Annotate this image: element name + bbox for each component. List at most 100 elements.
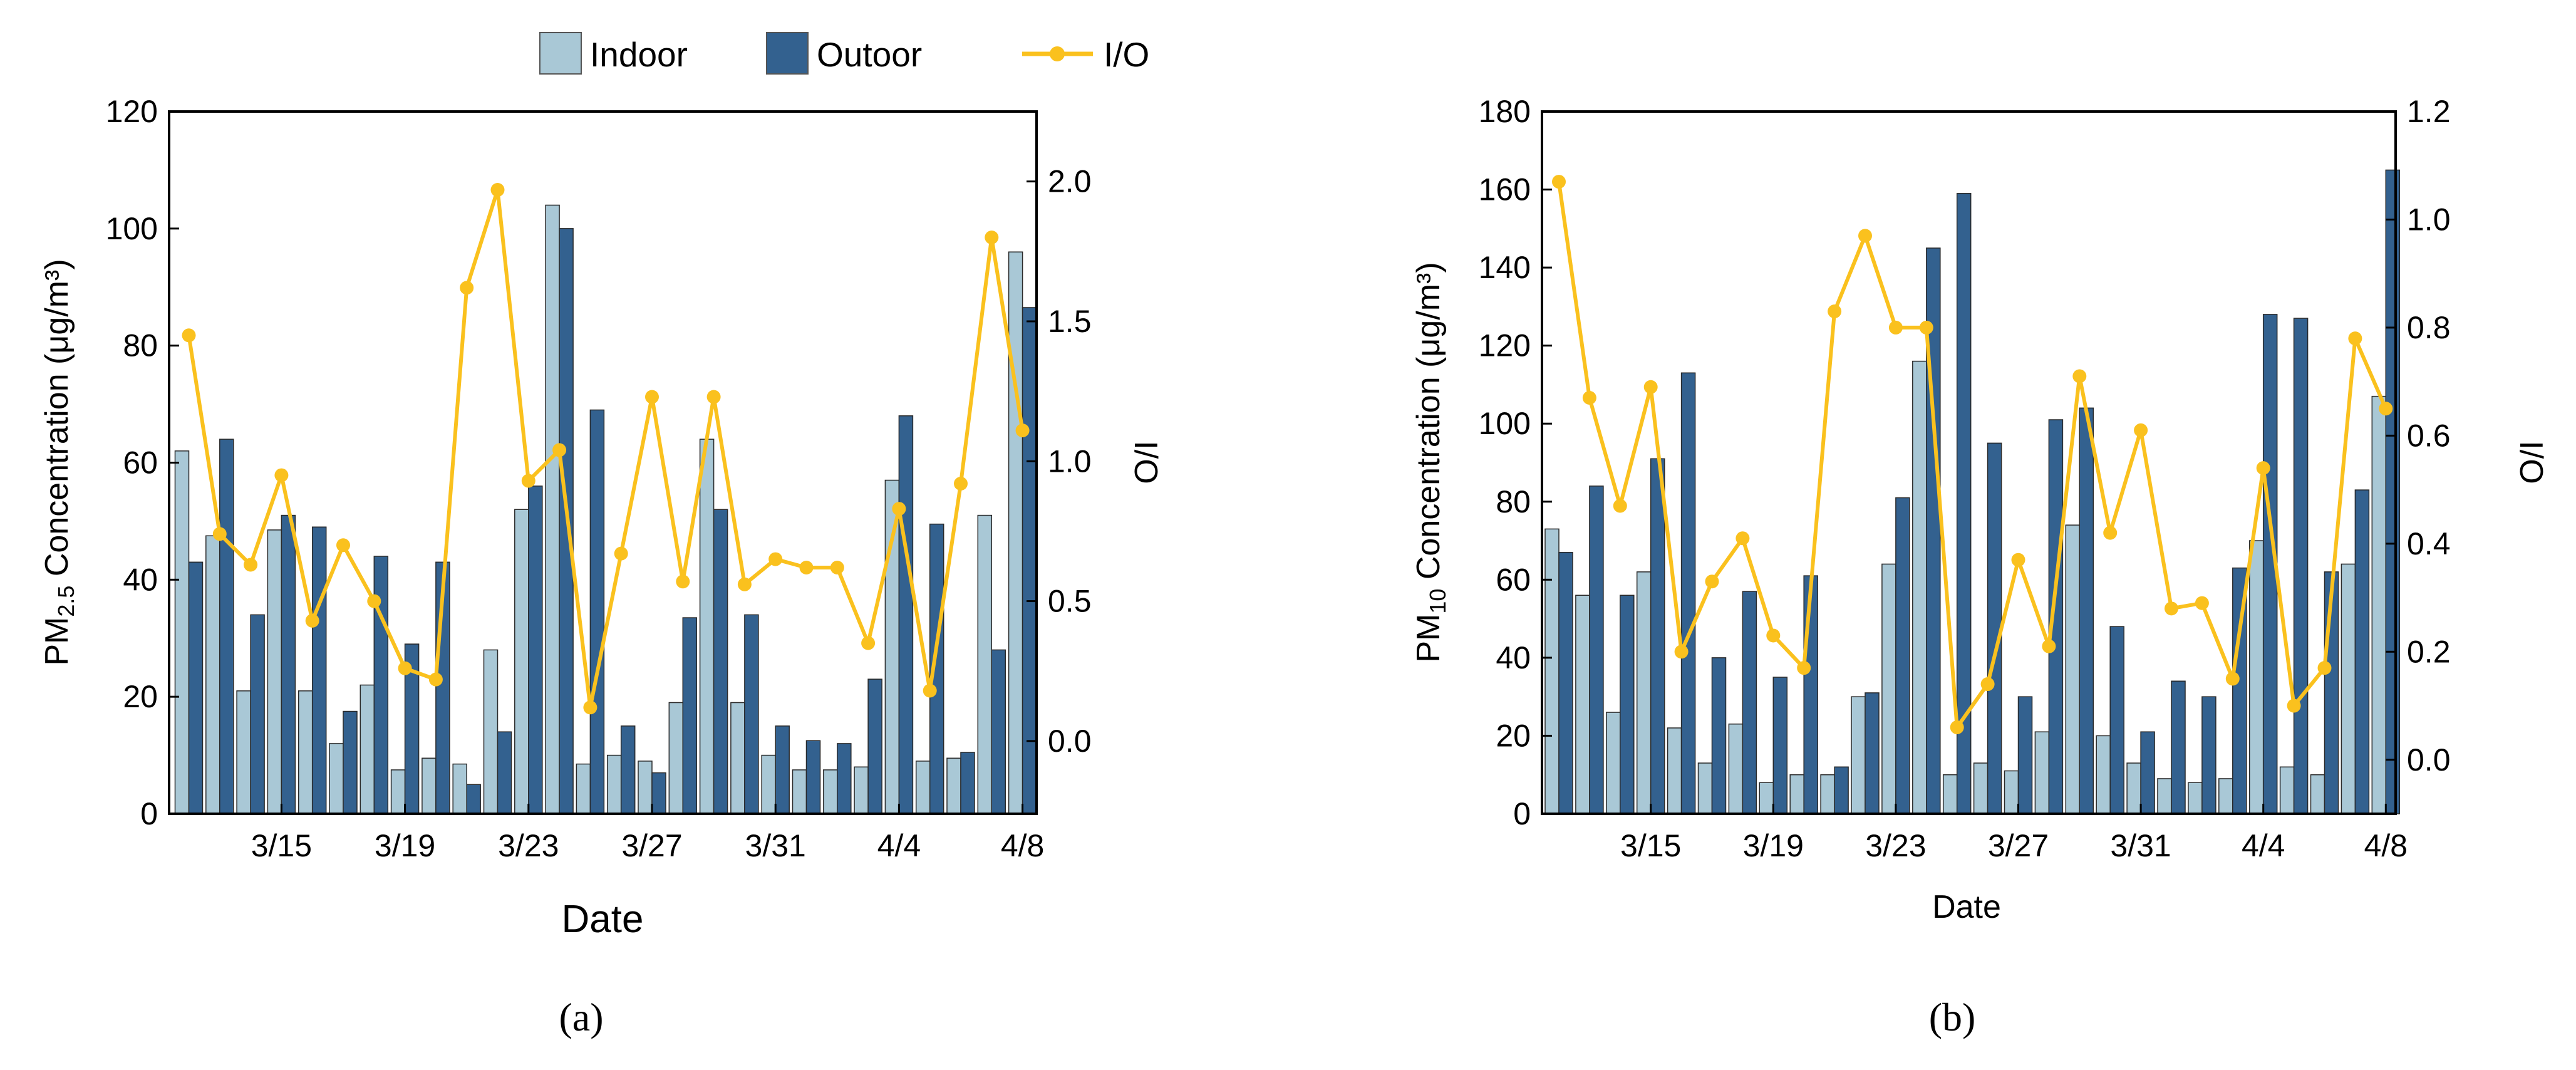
panel-b-io-point (2225, 672, 2240, 686)
panel-a-io-point (490, 183, 505, 197)
panel-a-y-axis-title: PM2.5 Concentration (μg/m³) (39, 259, 79, 665)
panel-b-io-point (1980, 677, 1995, 692)
panel-a-y-tick-label: 0 (140, 796, 158, 831)
panel-a-io-point (861, 636, 876, 650)
panel-a-indoor-bar (1008, 251, 1023, 814)
panel-a-x-tick-label: 4/4 (877, 828, 921, 863)
panel-b-io-point (1705, 574, 1719, 589)
panel-b-plot-frame (1541, 110, 2397, 815)
panel-b: 0 20 40 60 80 100 120 140 160 180 0.0 0.2 0.4 0.6 0.8 1… (1410, 94, 2549, 1039)
panel-b-outdoor-bar (2140, 731, 2155, 814)
legend: Indoor Outoor I/O (539, 32, 1149, 75)
panel-a-indoor-bar (483, 649, 499, 814)
panel-b-x-tick-label: 4/4 (2242, 828, 2285, 863)
panel-a-outdoor-bar (497, 731, 512, 814)
panel-a-io-point (182, 328, 196, 343)
panel-a-x-tick-label: 3/15 (251, 828, 312, 863)
panel-a-io-point (985, 230, 999, 244)
panel-b-outdoor-bar (1742, 591, 1757, 814)
panel-a-y-tick-label: 100 (106, 211, 158, 246)
panel-b-outdoor-bar (1772, 677, 1788, 814)
panel-b-io-point (2103, 526, 2118, 540)
panel-b-io-point (2317, 661, 2332, 675)
panel-a-x-tick-label: 3/27 (621, 828, 682, 863)
panel-a-indoor-bar (390, 769, 406, 814)
panel-b-outdoor-bar (2201, 696, 2216, 814)
panel-b-outdoor-bar (1680, 372, 1696, 814)
panel-a-outdoor-bar (991, 649, 1006, 814)
panel-a-indoor-bar (329, 743, 344, 814)
panel-b-indoor-bar (2310, 774, 2325, 814)
panel-a-io-point (367, 594, 381, 608)
legend-io-marker (1050, 46, 1065, 61)
panel-a-x-tick-label: 3/23 (498, 828, 559, 863)
panel-a-x-tick-label: 4/8 (1001, 828, 1045, 863)
panel-a-y-tick-label: 40 (123, 562, 158, 597)
panel-a-indoor-bar (360, 684, 375, 814)
panel-a-io-point (428, 672, 443, 687)
panel-b-indoor-bar (1636, 571, 1652, 814)
panel-b-io-point (1858, 229, 1872, 243)
panel-b-indoor-bar (1942, 774, 1958, 814)
panel-b-indoor-bar (1973, 762, 1989, 814)
panel-b-outdoor-bar (1558, 551, 1573, 814)
panel-a-indoor-bar (792, 769, 807, 814)
panel-a-label: (a) (559, 995, 603, 1039)
panel-a-bars (174, 204, 1037, 814)
panel-a: 0 20 40 60 80 100 120 0.0 0.5 1.0 1.5 2.0 3/15 3/19 3/… (39, 94, 1164, 1039)
legend-indoor-label: Indoor (590, 35, 688, 74)
panel-a-outdoor-bar (620, 725, 636, 814)
panel-a-io-polyline (187, 188, 1025, 710)
panel-b-io-point (2287, 699, 2301, 713)
panel-a-outdoor-bar (466, 784, 481, 814)
panel-a-indoor-bar (174, 450, 190, 814)
panel-a-x-tick-label: 3/31 (745, 828, 806, 863)
panel-a-io-point (830, 560, 844, 574)
panel-b-indoor-bar (1575, 595, 1590, 814)
panel-a-io-point (923, 683, 937, 698)
panel-b-outdoor-bar (2293, 318, 2309, 814)
panel-a-y2-tick-label: 1.5 (1048, 304, 1092, 339)
panel-b-outdoor-bar (1650, 458, 1665, 814)
panel-b-x-tick-label: 3/15 (1620, 828, 1681, 863)
panel-b-y-tick-label: 40 (1496, 640, 1531, 675)
panel-a-io-point (676, 574, 690, 589)
panel-a-outdoor-bar (867, 678, 882, 814)
panel-b-io-line (1552, 175, 2393, 735)
panel-a-outdoor-bar (713, 509, 728, 814)
panel-a-io-line (182, 183, 1030, 715)
panel-a-io-point (1015, 423, 1030, 438)
panel-b-indoor-bar (1667, 727, 1682, 814)
panel-b-io-point (1582, 391, 1596, 405)
panel-b-y-tick-label: 120 (1479, 328, 1531, 363)
panel-a-indoor-bar (267, 529, 282, 814)
legend-outdoor-swatch (766, 32, 809, 75)
panel-b-outdoor-bar (1895, 497, 1910, 814)
panel-a-indoor-bar (699, 439, 715, 814)
panel-b-io-point (1950, 720, 1964, 735)
panel-a-io-point (583, 700, 597, 715)
panel-b-indoor-bar (2248, 540, 2264, 814)
panel-a-indoor-bar (545, 204, 560, 814)
panel-b-y2-tick-label: 0.2 (2407, 634, 2451, 669)
panel-b-x-tick-label: 4/8 (2364, 828, 2408, 863)
panel-b-io-point (2195, 596, 2209, 610)
panel-b-y-tick-label: 0 (1513, 796, 1531, 831)
panel-a-outdoor-bar (589, 409, 605, 814)
panel-a-outdoor-bar (960, 752, 975, 814)
panel-a-indoor-bar (730, 702, 745, 814)
panel-b-indoor-bar (1606, 712, 1621, 814)
panel-a-io-point (244, 558, 258, 572)
panel-b-outdoor-bar (2109, 626, 2124, 814)
panel-b-io-point (2165, 601, 2178, 616)
panel-a-y2-axis-title: I/O (1127, 440, 1164, 484)
panel-a-outdoor-bar (744, 614, 759, 814)
panel-b-y-tick-label: 180 (1479, 94, 1531, 129)
panel-b-io-point (1552, 175, 1566, 189)
panel-b-outdoor-bar (1711, 657, 1727, 814)
panel-a-y-tick-label: 80 (123, 328, 158, 363)
panel-b-indoor-bar (2341, 563, 2356, 814)
panel-a-io-point (305, 613, 319, 628)
panel-a-indoor-bar (915, 761, 931, 814)
panel-a-io-point (645, 390, 659, 404)
